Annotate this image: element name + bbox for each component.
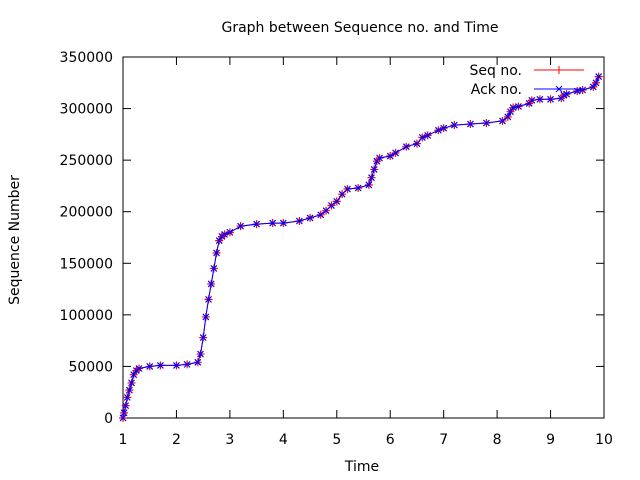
data-point [122, 402, 130, 410]
data-point [119, 414, 127, 422]
data-point [466, 120, 474, 128]
data-point [528, 96, 536, 104]
data-point [450, 121, 458, 129]
data-point [509, 104, 517, 111]
series-seq [119, 72, 603, 422]
data-point [376, 154, 383, 162]
data-point [515, 103, 522, 110]
series-layer [119, 72, 603, 422]
x-tick-label: 9 [546, 432, 555, 448]
x-tick-label: 1 [119, 432, 128, 448]
data-point [306, 214, 314, 222]
x-tick-label: 8 [493, 432, 502, 448]
data-point [226, 228, 234, 236]
data-point [120, 409, 128, 417]
y-tick-label: 150000 [60, 256, 113, 272]
series-line [122, 76, 600, 419]
data-point [253, 220, 261, 228]
series-line [122, 76, 600, 419]
y-tick-label: 100000 [60, 308, 113, 324]
data-point [205, 295, 212, 303]
x-tick-label: 10 [595, 432, 613, 448]
data-point [279, 219, 287, 227]
legend-marker-ack [555, 85, 563, 93]
data-point [386, 152, 394, 160]
data-point [173, 361, 180, 369]
chart-title: Graph between Sequence no. and Time [221, 20, 498, 36]
y-tick-label: 200000 [60, 205, 113, 221]
data-point [589, 83, 597, 91]
data-point [413, 140, 421, 148]
series-ack [119, 73, 603, 422]
data-point [146, 363, 154, 370]
data-point [199, 334, 207, 341]
legend-marker-seq [555, 66, 563, 74]
x-tick-label: 2 [172, 432, 181, 448]
y-axis-label: Sequence Number [7, 175, 23, 305]
data-point [482, 119, 490, 127]
data-point [135, 365, 143, 372]
data-point [499, 117, 506, 125]
data-point [128, 379, 135, 387]
data-point [328, 202, 335, 209]
data-point [194, 358, 202, 366]
legend: Seq no. Ack no. [470, 63, 584, 98]
plot-frame [122, 56, 605, 419]
data-point [592, 79, 600, 87]
data-point [202, 313, 210, 321]
data-point [123, 393, 131, 401]
data-point [547, 95, 554, 103]
data-point [221, 230, 228, 238]
data-point [354, 184, 362, 192]
data-point [269, 219, 277, 227]
data-point [125, 386, 133, 394]
data-point [579, 86, 587, 94]
y-tick-label: 0 [104, 411, 113, 427]
data-point [333, 197, 341, 205]
data-point [156, 361, 164, 369]
data-point [344, 185, 351, 193]
x-tick-label: 3 [225, 432, 234, 448]
x-axis-label: Time [344, 459, 379, 475]
legend-label-ack: Ack no. [471, 82, 522, 98]
y-axis: 0 50000 100000 150000 200000 250000 300000 3500… [60, 50, 604, 427]
data-point [595, 73, 603, 81]
x-tick-label: 6 [386, 432, 395, 448]
data-point [440, 124, 448, 132]
x-tick-label: 7 [439, 432, 448, 448]
y-tick-label: 50000 [68, 359, 113, 375]
data-point [213, 249, 220, 257]
data-point [424, 131, 432, 139]
data-point [207, 280, 215, 288]
data-point [317, 211, 325, 219]
data-point [370, 166, 378, 173]
data-point [392, 149, 399, 157]
data-point [536, 95, 544, 103]
data-point [237, 222, 245, 230]
data-point [563, 90, 571, 98]
data-point [507, 108, 514, 116]
data-point [402, 143, 410, 151]
data-point [504, 113, 512, 121]
data-point [365, 181, 373, 189]
data-point [434, 126, 442, 134]
data-point [210, 265, 218, 272]
data-point [130, 371, 138, 379]
y-tick-label: 250000 [60, 153, 113, 169]
legend-label-seq: Seq no. [470, 63, 522, 79]
x-tick-label: 4 [279, 432, 288, 448]
data-point [215, 237, 223, 245]
y-tick-label: 350000 [60, 50, 113, 66]
x-tick-label: 5 [332, 432, 341, 448]
data-point [183, 360, 191, 368]
data-point [338, 190, 346, 198]
x-axis: 1 2 3 4 5 6 7 8 9 10 [119, 57, 613, 448]
data-point [197, 350, 204, 358]
data-point [368, 174, 375, 182]
data-point [418, 134, 426, 141]
data-point [295, 217, 303, 225]
y-tick-label: 300000 [60, 102, 113, 118]
data-point [322, 207, 330, 215]
